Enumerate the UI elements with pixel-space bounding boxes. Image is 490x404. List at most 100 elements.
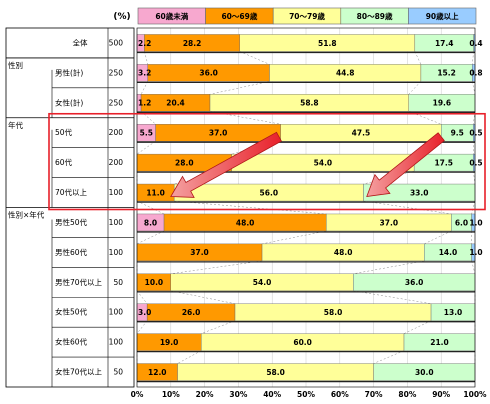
segment-connector [136,200,165,215]
x-tick-label: 100% [463,390,487,399]
row-n: 100 [109,188,124,197]
row-label: 50代 [55,127,73,137]
value-label: 13.0 [444,308,463,317]
value-label: 48.0 [334,248,353,257]
segment-connector [140,81,149,95]
segment-connector [201,320,236,334]
value-label: 8.0 [144,218,157,227]
value-label: 0.5 [469,158,482,167]
segment-connector [209,81,270,95]
value-label: 5.5 [140,129,153,138]
row-label: 70代以上 [55,187,88,197]
segment-connector [177,350,202,364]
x-tick-label: 50% [297,390,315,399]
row-n: 200 [109,128,124,137]
x-tick-label: 60% [331,390,349,399]
value-label: 37.0 [380,218,399,227]
value-label: 36.0 [199,69,218,78]
value-label: 1.0 [469,248,482,257]
x-tick-label: 30% [229,390,247,399]
value-label: 15.2 [437,69,456,78]
annotation-arrow [170,131,282,198]
row-label: 男性(計) [55,67,83,77]
value-label: 30.0 [415,368,434,377]
unit-label: (%) [113,12,130,22]
segment-connector [140,111,156,125]
x-tick-label: 90% [432,390,450,399]
segment-connector [170,260,263,275]
value-label: 60.0 [293,338,312,347]
value-label: 17.5 [434,158,453,167]
segment-connector [424,230,452,245]
value-label: 0.5 [469,129,482,138]
segment-connector [414,51,422,65]
segment-connector [136,290,148,304]
row-n: 250 [109,98,124,107]
row-label: 男性50代 [55,217,88,227]
legend-swatch [408,7,477,25]
value-label: 3.2 [138,69,151,78]
value-label: 11.0 [146,188,165,197]
annotation-arrow [366,132,445,197]
highlight-box [48,112,486,211]
value-label: 0.4 [469,39,482,48]
group-label: 年代 [8,120,23,130]
value-label: 10.0 [145,278,164,287]
value-label: 3.0 [138,308,151,317]
plot-frame [136,27,476,388]
group-label: 性別×年代 [8,210,45,220]
legend-entry: 80～89歳 [357,11,393,21]
value-label: 36.0 [405,278,424,287]
value-label: 37.0 [190,248,209,257]
value-label: 6.0 [455,218,468,227]
row-n: 250 [109,68,124,77]
value-label: 19.0 [160,338,179,347]
row-n: 50 [113,278,123,287]
segment-connector [471,260,476,274]
x-tick-label: 20% [196,390,214,399]
group-label: 性別 [8,60,23,70]
value-label: 17.4 [435,39,454,48]
value-label: 9.5 [451,129,464,138]
segment-connector [174,200,327,215]
value-label: 58.8 [300,99,319,108]
x-tick-label: 40% [263,390,281,399]
segment-connector [262,230,327,245]
value-label: 20.4 [166,99,185,108]
value-label: 58.0 [266,368,285,377]
legend-entry: 90歳以上 [426,11,459,21]
segment-connector [239,51,270,65]
row-n: 100 [109,218,124,227]
segment-connector [363,170,415,185]
segment-connector [136,320,148,334]
segment-connector [472,51,474,65]
value-label: 26.0 [182,308,201,317]
row-label: 女性60代 [55,337,88,347]
value-label: 12.0 [148,368,167,377]
row-n: 50 [113,368,123,377]
row-label: 男性60代 [55,247,88,257]
value-label: 54.0 [314,158,333,167]
segment-connector [363,200,452,215]
value-label: 21.0 [430,338,449,347]
value-label: 56.0 [260,188,279,197]
value-label: 37.0 [209,129,228,138]
value-label: 14.0 [439,248,458,257]
segment-connector [373,350,405,364]
row-label: 60代 [55,157,73,167]
legend-entry: 70～79歳 [289,11,325,21]
segment-connector [144,51,149,65]
segment-connector [136,141,156,155]
segment-connector [136,230,165,245]
legend-entry: 60歳未満 [155,11,188,21]
segment-connector [353,290,432,304]
value-label: 44.8 [336,69,355,78]
segment-connector [403,320,432,334]
segment-connector [408,81,422,95]
value-label: 51.8 [318,39,337,48]
x-tick-label: 70% [365,390,383,399]
segment-connector [353,260,425,275]
value-label: 1.0 [469,218,482,227]
row-label: 女性50代 [55,307,88,317]
